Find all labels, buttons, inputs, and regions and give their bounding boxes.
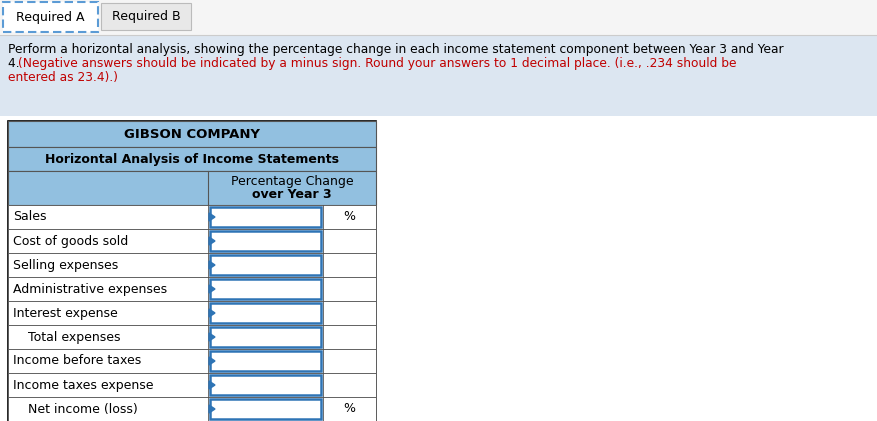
Bar bbox=[8, 121, 376, 147]
Polygon shape bbox=[209, 357, 215, 365]
Bar bbox=[3, 2, 98, 32]
Text: 4.: 4. bbox=[8, 57, 24, 70]
Bar bbox=[8, 253, 376, 277]
Text: Total expenses: Total expenses bbox=[28, 330, 120, 344]
Bar bbox=[210, 207, 321, 227]
Text: Income taxes expense: Income taxes expense bbox=[13, 378, 153, 392]
Bar bbox=[210, 279, 321, 299]
Bar bbox=[210, 231, 321, 251]
Text: Percentage Change: Percentage Change bbox=[231, 176, 353, 189]
Text: %: % bbox=[344, 402, 355, 416]
Text: GIBSON COMPANY: GIBSON COMPANY bbox=[124, 128, 260, 141]
Bar bbox=[8, 397, 376, 421]
Text: Cost of goods sold: Cost of goods sold bbox=[13, 234, 128, 248]
Bar bbox=[210, 399, 321, 419]
Text: Sales: Sales bbox=[13, 210, 46, 224]
Bar bbox=[8, 205, 376, 229]
Text: Income before taxes: Income before taxes bbox=[13, 354, 141, 368]
Text: Required A: Required A bbox=[17, 11, 85, 24]
Bar bbox=[8, 349, 376, 373]
Bar bbox=[210, 375, 321, 395]
Bar bbox=[8, 301, 376, 325]
Bar bbox=[210, 327, 321, 347]
Polygon shape bbox=[209, 237, 215, 245]
Polygon shape bbox=[209, 405, 215, 413]
Bar bbox=[101, 3, 191, 30]
Text: Required B: Required B bbox=[111, 10, 181, 23]
Bar bbox=[210, 351, 321, 371]
Text: %: % bbox=[344, 210, 355, 224]
Polygon shape bbox=[209, 213, 215, 221]
Text: (Negative answers should be indicated by a minus sign. Round your answers to 1 d: (Negative answers should be indicated by… bbox=[18, 57, 737, 70]
Bar bbox=[8, 229, 376, 253]
Bar bbox=[8, 121, 376, 421]
Polygon shape bbox=[209, 285, 215, 293]
Bar bbox=[0, 0, 877, 36]
Text: Selling expenses: Selling expenses bbox=[13, 258, 118, 272]
Polygon shape bbox=[209, 381, 215, 389]
Polygon shape bbox=[209, 333, 215, 341]
Text: Net income (loss): Net income (loss) bbox=[28, 402, 138, 416]
Bar bbox=[8, 171, 376, 205]
Bar bbox=[0, 36, 877, 116]
Bar bbox=[8, 147, 376, 171]
Text: entered as 23.4).): entered as 23.4).) bbox=[8, 71, 118, 84]
Bar bbox=[8, 325, 376, 349]
Bar bbox=[210, 303, 321, 323]
Bar bbox=[8, 373, 376, 397]
Bar bbox=[8, 277, 376, 301]
Text: Horizontal Analysis of Income Statements: Horizontal Analysis of Income Statements bbox=[45, 152, 339, 165]
Text: Perform a horizontal analysis, showing the percentage change in each income stat: Perform a horizontal analysis, showing t… bbox=[8, 43, 784, 56]
Polygon shape bbox=[209, 309, 215, 317]
Text: Interest expense: Interest expense bbox=[13, 306, 118, 320]
Bar bbox=[210, 255, 321, 275]
Text: Administrative expenses: Administrative expenses bbox=[13, 282, 168, 296]
Text: over Year 3: over Year 3 bbox=[253, 189, 332, 202]
Polygon shape bbox=[209, 261, 215, 269]
